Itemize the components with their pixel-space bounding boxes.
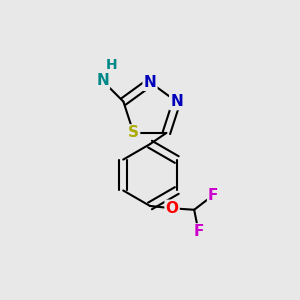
Text: F: F [208,188,218,202]
Text: O: O [166,201,178,216]
Text: F: F [194,224,204,239]
Text: N: N [96,73,109,88]
Text: N: N [144,75,156,90]
Text: N: N [170,94,183,109]
Text: H: H [106,58,117,72]
Text: S: S [128,125,139,140]
